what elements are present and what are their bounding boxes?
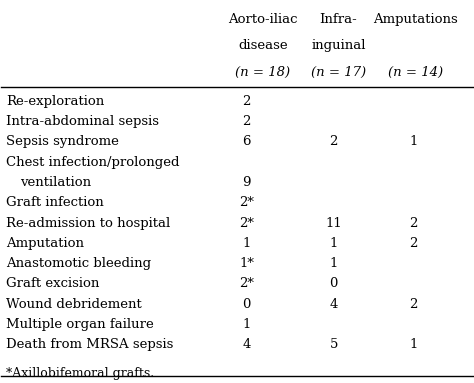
Text: Graft excision: Graft excision bbox=[6, 278, 100, 290]
Text: 2*: 2* bbox=[239, 278, 254, 290]
Text: 2: 2 bbox=[329, 135, 338, 148]
Text: Wound debridement: Wound debridement bbox=[6, 298, 142, 311]
Text: Intra-abdominal sepsis: Intra-abdominal sepsis bbox=[6, 115, 159, 128]
Text: 4: 4 bbox=[242, 339, 251, 352]
Text: Aorto-iliac: Aorto-iliac bbox=[228, 13, 298, 26]
Text: (n = 17): (n = 17) bbox=[311, 66, 366, 79]
Text: 4: 4 bbox=[329, 298, 338, 311]
Text: Amputations: Amputations bbox=[373, 13, 457, 26]
Text: Chest infection/prolonged: Chest infection/prolonged bbox=[6, 155, 180, 169]
Text: 2: 2 bbox=[410, 216, 418, 229]
Text: Infra-: Infra- bbox=[319, 13, 357, 26]
Text: 5: 5 bbox=[329, 339, 338, 352]
Text: 2: 2 bbox=[242, 115, 251, 128]
Text: 1: 1 bbox=[410, 135, 418, 148]
Text: 0: 0 bbox=[242, 298, 251, 311]
Text: disease: disease bbox=[238, 39, 288, 52]
Text: 6: 6 bbox=[242, 135, 251, 148]
Text: Sepsis syndrome: Sepsis syndrome bbox=[6, 135, 119, 148]
Text: inguinal: inguinal bbox=[311, 39, 365, 52]
Text: 0: 0 bbox=[329, 278, 338, 290]
Text: 2: 2 bbox=[410, 237, 418, 250]
Text: Re-exploration: Re-exploration bbox=[6, 95, 104, 108]
Text: (n = 14): (n = 14) bbox=[388, 66, 443, 79]
Text: 9: 9 bbox=[242, 176, 251, 189]
Text: 2*: 2* bbox=[239, 196, 254, 209]
Text: 1: 1 bbox=[242, 318, 251, 331]
Text: *Axillobifemoral grafts.: *Axillobifemoral grafts. bbox=[6, 367, 154, 380]
Text: ventilation: ventilation bbox=[20, 176, 91, 189]
Text: 1: 1 bbox=[410, 339, 418, 352]
Text: 2: 2 bbox=[242, 95, 251, 108]
Text: (n = 18): (n = 18) bbox=[236, 66, 291, 79]
Text: 1*: 1* bbox=[239, 257, 254, 270]
Text: Death from MRSA sepsis: Death from MRSA sepsis bbox=[6, 339, 173, 352]
Text: 2: 2 bbox=[410, 298, 418, 311]
Text: 1: 1 bbox=[329, 257, 338, 270]
Text: 11: 11 bbox=[325, 216, 342, 229]
Text: Graft infection: Graft infection bbox=[6, 196, 104, 209]
Text: Multiple organ failure: Multiple organ failure bbox=[6, 318, 154, 331]
Text: Anastomotic bleeding: Anastomotic bleeding bbox=[6, 257, 151, 270]
Text: Re-admission to hospital: Re-admission to hospital bbox=[6, 216, 170, 229]
Text: 1: 1 bbox=[242, 237, 251, 250]
Text: 2*: 2* bbox=[239, 216, 254, 229]
Text: 1: 1 bbox=[329, 237, 338, 250]
Text: Amputation: Amputation bbox=[6, 237, 84, 250]
